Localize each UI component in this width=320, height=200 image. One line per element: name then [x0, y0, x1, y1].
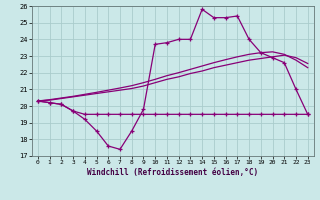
- X-axis label: Windchill (Refroidissement éolien,°C): Windchill (Refroidissement éolien,°C): [87, 168, 258, 177]
